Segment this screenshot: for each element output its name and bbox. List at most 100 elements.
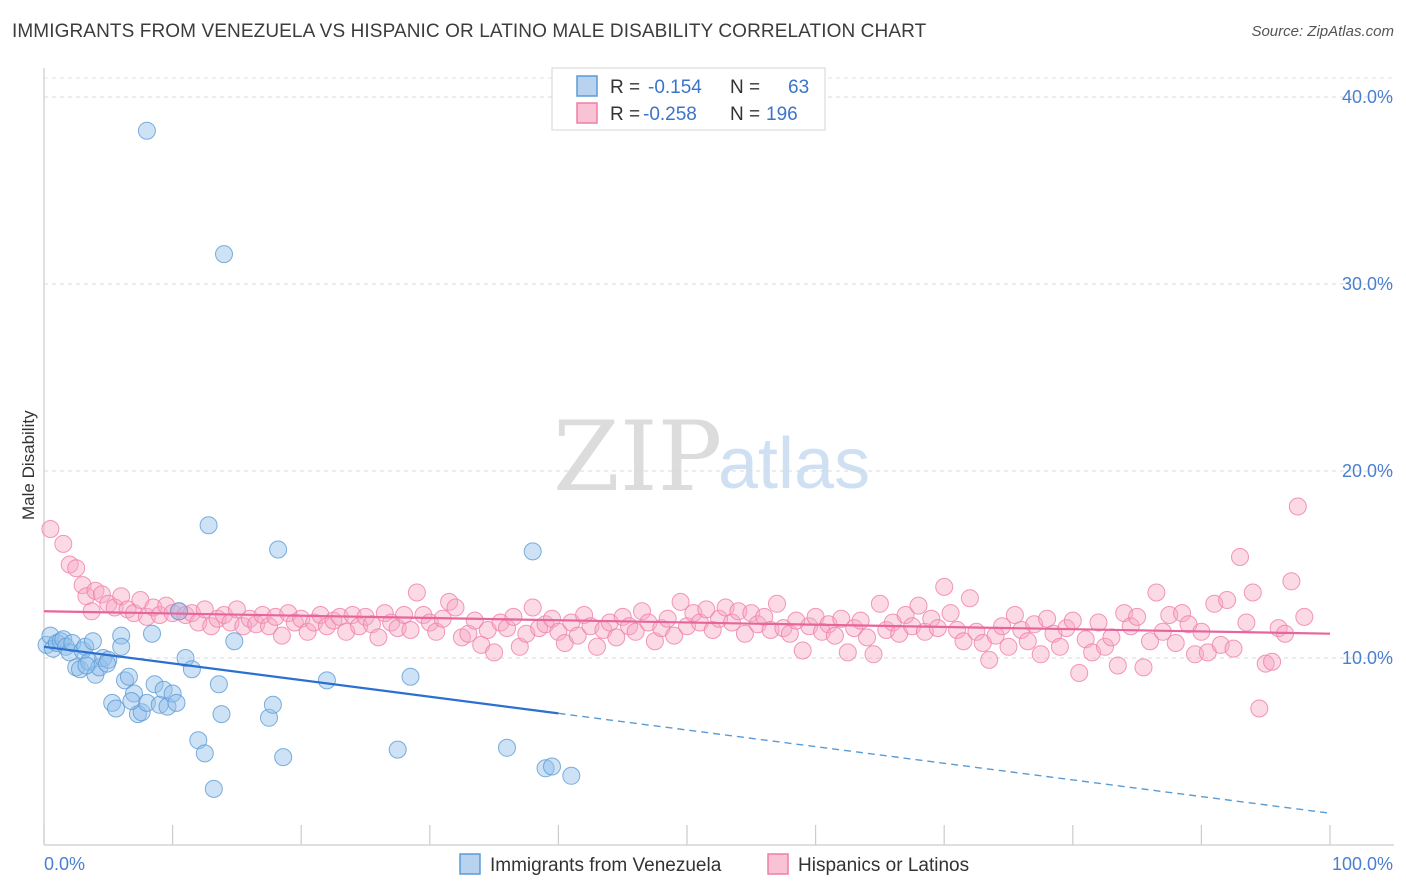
- hispanic-point-155: [1038, 609, 1057, 628]
- hispanic-point-8: [92, 585, 111, 604]
- stats-swatch-venezuela: [576, 75, 598, 97]
- hispanic-point-172: [1147, 583, 1166, 602]
- hispanic-point-103: [703, 621, 722, 639]
- stats-box: R = -0.154 N = 63 R = -0.258 N = 196: [551, 67, 826, 131]
- hispanic-point-51: [369, 628, 388, 647]
- venezuela-point-49: [263, 695, 282, 714]
- legend: Immigrants from Venezuela Hispanics or L…: [459, 853, 969, 876]
- hispanic-point-190: [1263, 652, 1282, 671]
- venezuela-point-44: [209, 675, 228, 694]
- hispanic-point-97: [665, 626, 684, 645]
- hispanic-point-111: [755, 607, 774, 626]
- hispanic-point-92: [633, 602, 651, 621]
- hispanic-point-88: [607, 628, 626, 647]
- hispanic-point-195: [1295, 607, 1314, 626]
- venezuela-point-38: [176, 649, 195, 667]
- hispanic-point-152: [1018, 632, 1037, 651]
- gridlines: [44, 77, 1394, 659]
- hispanic-point-138: [928, 619, 947, 638]
- hispanic-point-164: [1096, 637, 1114, 656]
- source-credit: Source: ZipAtlas.com: [1251, 23, 1394, 40]
- hispanic-point-159: [1063, 611, 1082, 630]
- venezuela-point-42: [199, 516, 218, 535]
- hispanic-point-65: [459, 624, 478, 643]
- hispanic-point-98: [671, 592, 690, 611]
- venezuela-point-40: [189, 731, 208, 750]
- venezuela-point-34: [163, 684, 182, 703]
- hispanic-point-94: [645, 632, 664, 651]
- hispanic-point-11: [112, 587, 131, 606]
- hispanic-point-73: [510, 637, 529, 656]
- hispanic-point-146: [980, 650, 999, 669]
- hispanic-point-160: [1070, 664, 1089, 682]
- hispanic-point-69: [485, 643, 504, 662]
- hispanic-point-60: [427, 622, 446, 641]
- hispanic-point-36: [272, 626, 291, 645]
- axes: [43, 68, 1394, 846]
- legend-label-venezuela: Immigrants from Venezuela: [490, 855, 722, 876]
- venezuela-point-56: [536, 759, 555, 778]
- x-tick-label-0: 0.0%: [44, 854, 85, 874]
- stats-swatch-hispanic: [576, 102, 598, 124]
- venezuela-trend-line: [43, 645, 559, 715]
- venezuela-point-47: [225, 632, 244, 651]
- hispanic-point-113: [768, 594, 786, 613]
- venezuela-point-59: [523, 542, 542, 561]
- stats-n-value-2: 196: [766, 104, 798, 125]
- hispanic-point-193: [1282, 572, 1301, 591]
- venezuela-point-51: [274, 748, 293, 767]
- y-tick-label-10: 10.0%: [1342, 648, 1393, 668]
- hispanic-point-56: [401, 621, 420, 639]
- venezuela-point-45: [212, 705, 231, 724]
- watermark-atlas: atlas: [718, 424, 870, 504]
- hispanic-point-165: [1102, 628, 1121, 647]
- hispanic-point-161: [1076, 630, 1095, 649]
- hispanic-trend-line: [43, 610, 1331, 635]
- hispanic-point-58: [414, 606, 433, 624]
- hispanic-point-102: [697, 600, 716, 619]
- hispanic-point-128: [864, 645, 883, 664]
- hispanic-point-122: [825, 626, 844, 645]
- hispanic-point-169: [1128, 607, 1147, 626]
- hispanic-point-91: [626, 622, 645, 641]
- watermark-zip: ZIP: [553, 401, 722, 513]
- hispanic-point-124: [838, 643, 857, 662]
- hispanic-point-85: [588, 637, 606, 656]
- venezuela-point-41: [195, 744, 214, 763]
- hispanic-point-83: [575, 606, 594, 624]
- hispanic-point-50: [362, 615, 381, 634]
- hispanic-point-3: [67, 559, 86, 578]
- venezuela-point-57: [543, 757, 561, 776]
- venezuela-point-36: [137, 121, 156, 140]
- hispanic-point-154: [1031, 645, 1050, 664]
- hispanic-point-150: [1005, 606, 1024, 624]
- hispanic-point-163: [1089, 613, 1108, 632]
- hispanic-point-0: [41, 520, 60, 538]
- venezuela-point-53: [388, 740, 407, 759]
- stats-r-label-1: R =: [610, 77, 640, 98]
- x-tick-label-100: 100.0%: [1332, 854, 1393, 874]
- venezuela-trend-extension: [558, 712, 1331, 814]
- hispanic-point-143: [960, 589, 979, 608]
- venezuela-point-50: [269, 540, 288, 559]
- hispanic-point-148: [993, 617, 1012, 636]
- venezuela-point-43: [204, 779, 223, 798]
- hispanic-point-117: [793, 641, 812, 660]
- venezuela-point-61: [98, 654, 116, 673]
- hispanic-point-187: [1243, 583, 1262, 602]
- hispanic-point-1: [54, 534, 73, 553]
- hispanic-point-194: [1288, 497, 1307, 516]
- venezuela-point-29: [143, 624, 161, 643]
- hispanic-point-34: [260, 617, 278, 636]
- hispanic-point-149: [999, 637, 1018, 656]
- hispanic-point-72: [504, 607, 523, 626]
- hispanic-point-176: [1173, 604, 1192, 623]
- hispanic-point-175: [1166, 634, 1185, 652]
- venezuela-point-58: [562, 766, 581, 785]
- y-tick-label-30: 30.0%: [1342, 274, 1393, 294]
- hispanic-point-108: [735, 624, 754, 643]
- hispanic-point-75: [523, 598, 542, 617]
- hispanic-point-79: [549, 622, 568, 641]
- hispanic-point-127: [858, 628, 876, 647]
